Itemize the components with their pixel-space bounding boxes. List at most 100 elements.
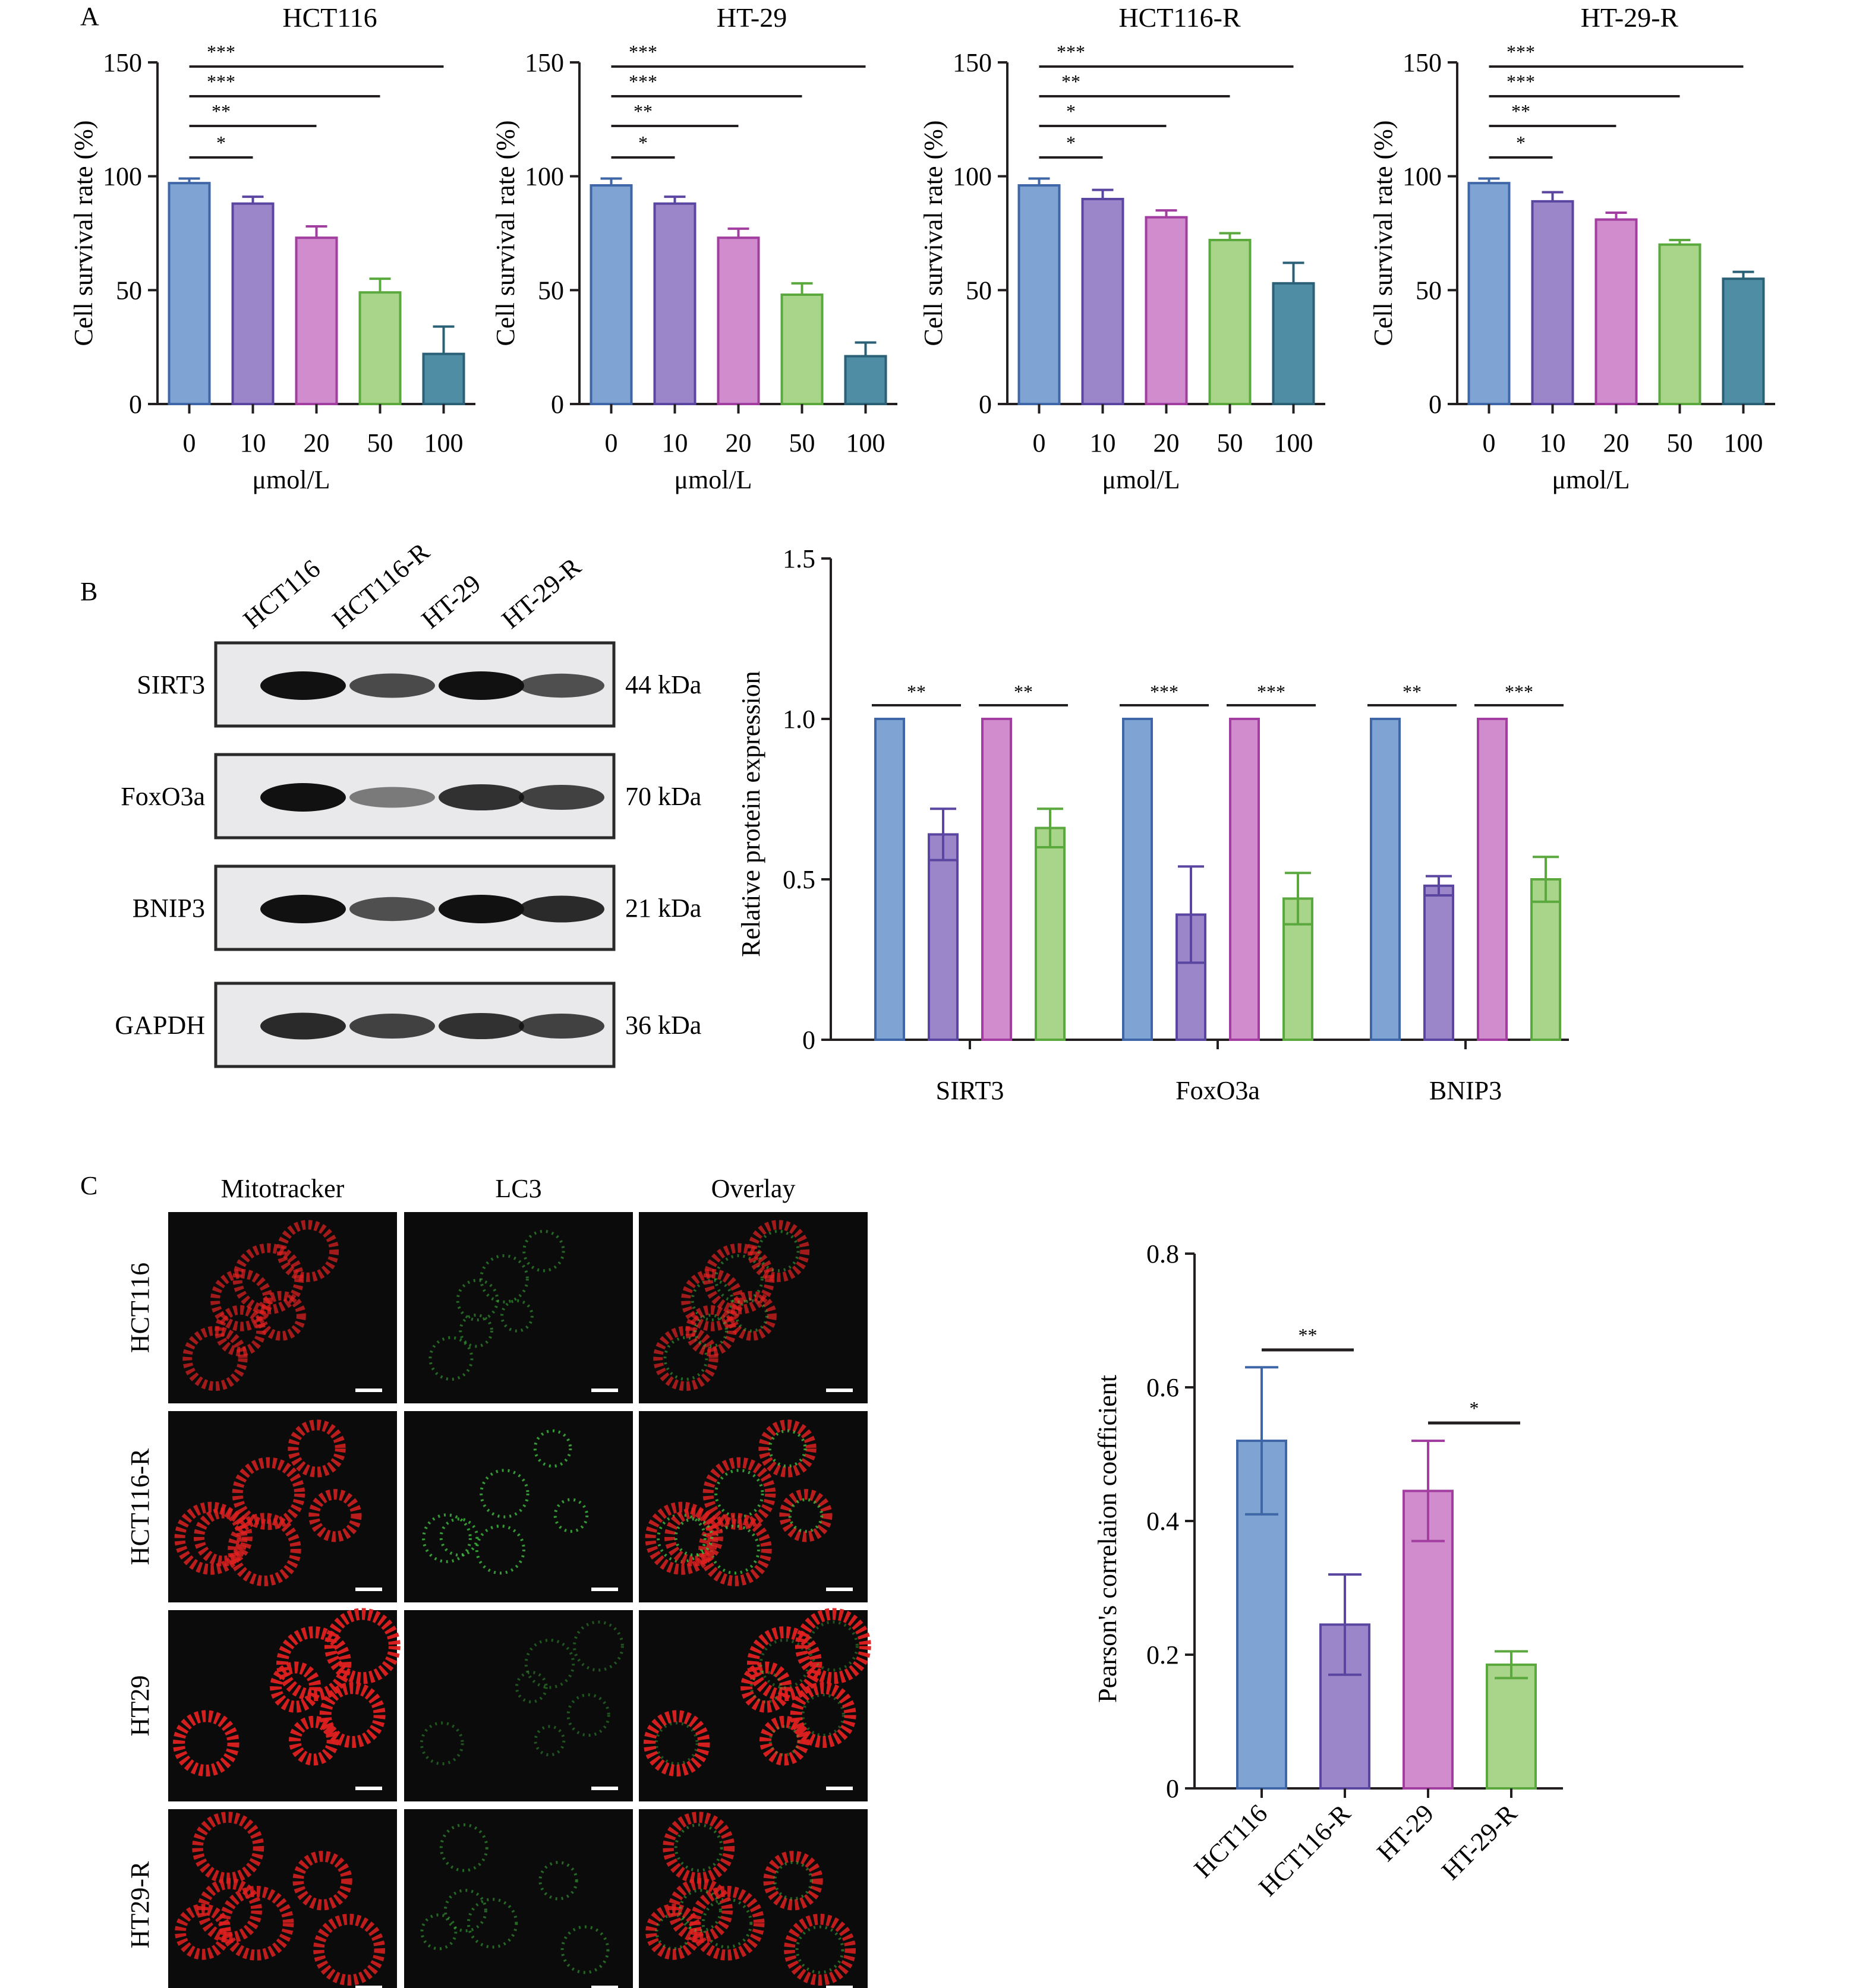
band xyxy=(439,895,524,923)
bar-0 xyxy=(168,182,211,405)
x-tick-label: 100 xyxy=(1724,428,1763,457)
y-tick-label: 0.4 xyxy=(1146,1507,1179,1536)
x-axis-label: μmol/L xyxy=(252,465,330,494)
y-tick-label: 150 xyxy=(525,48,564,77)
pearson-correlation-chart: Pearson's correlaion coefficient 0 0.2 0.4… xyxy=(1093,1239,1563,1902)
mitochondria-cell xyxy=(219,1886,294,1961)
significance-label: *** xyxy=(1257,681,1285,702)
mitochondria-cell xyxy=(256,1290,306,1341)
significance-label: ** xyxy=(1061,71,1080,92)
micrograph-lc3 xyxy=(404,1610,633,1801)
column-header: Overlay xyxy=(711,1174,796,1203)
lane-label: HT-29 xyxy=(416,569,486,634)
mitochondria-cell xyxy=(313,1914,385,1986)
protein-label: FoxO3a xyxy=(121,782,205,811)
lc3-puncta xyxy=(534,1725,566,1757)
significance-label: *** xyxy=(629,41,657,62)
chart-title: HCT116-R xyxy=(1118,2,1241,33)
lc3-puncta xyxy=(428,1336,474,1381)
x-tick-label: 0 xyxy=(183,428,196,457)
y-tick-label: 0 xyxy=(1166,1774,1179,1803)
lc3-puncta xyxy=(773,1861,813,1901)
lc3-puncta xyxy=(701,1898,753,1949)
mitochondria-cell xyxy=(667,1878,733,1943)
mitochondria-cell xyxy=(276,1626,352,1702)
band xyxy=(519,673,604,698)
mitochondria-cell xyxy=(276,1220,339,1282)
blot-row-bnip3: BNIP3 21 kDa xyxy=(133,864,701,951)
bar-10 xyxy=(1531,200,1574,405)
protein-label: BNIP3 xyxy=(133,894,205,923)
lc3-puncta xyxy=(533,1429,572,1468)
lc3-puncta xyxy=(691,1279,734,1322)
lc3-puncta xyxy=(768,1429,807,1468)
y-tick-label: 0 xyxy=(979,390,992,419)
band xyxy=(439,671,524,700)
lc3-puncta xyxy=(674,1823,723,1872)
bar-SIRT3-s2 xyxy=(981,718,1012,1041)
mitochondria-cell xyxy=(681,1268,743,1331)
lc3-puncta xyxy=(420,1913,458,1951)
bar-100 xyxy=(844,355,887,405)
mitochondria-cell xyxy=(324,1608,401,1684)
mitochondria-cell xyxy=(685,1305,737,1356)
protein-label: GAPDH xyxy=(115,1011,205,1040)
x-tick-label: 0 xyxy=(605,428,618,457)
size-label: 70 kDa xyxy=(625,782,701,811)
lc3-puncta xyxy=(678,1889,722,1933)
micrograph-mitotracker xyxy=(168,1809,397,1988)
micrograph-lc3 xyxy=(404,1411,633,1602)
mitochondria-cell xyxy=(215,1305,266,1356)
x-tick-label: 20 xyxy=(304,428,330,457)
y-tick-label: 100 xyxy=(525,162,564,191)
lane-label: HCT116-R xyxy=(327,537,435,634)
lc3-puncta xyxy=(801,1693,845,1737)
mitochondria-cell xyxy=(653,1326,718,1391)
band xyxy=(519,785,604,810)
lc3-puncta xyxy=(422,1513,472,1563)
mitochondria-cell xyxy=(288,1419,346,1478)
column-header: LC3 xyxy=(495,1174,541,1203)
bar-100 xyxy=(422,352,465,406)
row-label: HCT116-R xyxy=(125,1448,155,1565)
x-tick-label: 50 xyxy=(789,428,815,457)
x-tick-label: HCT116-R xyxy=(1253,1798,1357,1902)
micrograph-bg xyxy=(404,1212,633,1403)
lc3-puncta xyxy=(654,1721,699,1766)
micrograph-lc3 xyxy=(404,1212,633,1403)
lc3-puncta xyxy=(795,1925,844,1974)
bar-50 xyxy=(358,291,402,405)
y-axis-label: Cell survival rate (%) xyxy=(69,121,98,346)
y-tick-label: 50 xyxy=(116,276,142,305)
lc3-puncta xyxy=(480,1254,529,1304)
band xyxy=(349,787,435,808)
bar-50 xyxy=(1208,239,1252,405)
row-label: HT29-R xyxy=(125,1861,155,1948)
significance-label: ** xyxy=(1403,681,1422,702)
micrograph-lc3 xyxy=(404,1809,633,1988)
survival-chart-1: HCT116 0 50 100 150 Cell survival rate (%) 0 10… xyxy=(69,2,475,494)
x-tick-label: HT-29 xyxy=(1371,1798,1439,1867)
y-tick-label: 1.0 xyxy=(783,705,815,734)
blot-row-foxo3a: FoxO3a 70 kDa xyxy=(121,753,701,840)
y-tick-label: 0 xyxy=(1429,390,1442,419)
survival-chart-4: HT-29-R 0 50 100 150 Cell survival rate (%) 0 1… xyxy=(1369,2,1775,494)
x-tick-label: 50 xyxy=(1217,428,1243,457)
bar-10 xyxy=(1081,198,1124,405)
lane-label: HCT116 xyxy=(238,554,326,634)
micrograph-bg xyxy=(168,1809,397,1988)
bar-BNIP3-s0 xyxy=(1370,718,1401,1041)
bar-10 xyxy=(653,202,697,405)
lc3-puncta xyxy=(456,1279,499,1322)
micrograph-bg xyxy=(404,1411,633,1602)
survival-chart-3: HCT116-R 0 50 100 150 Cell survival rate (%) 0… xyxy=(919,2,1325,494)
significance-label: *** xyxy=(207,71,235,92)
significance-label: ** xyxy=(212,100,231,122)
mitochondria-cell xyxy=(232,1457,305,1531)
bar-20 xyxy=(1594,218,1638,405)
x-axis-label: μmol/L xyxy=(1552,465,1630,494)
mitochondria-cell xyxy=(740,1661,792,1713)
lc3-puncta xyxy=(560,1925,610,1974)
lc3-puncta xyxy=(749,1671,783,1703)
